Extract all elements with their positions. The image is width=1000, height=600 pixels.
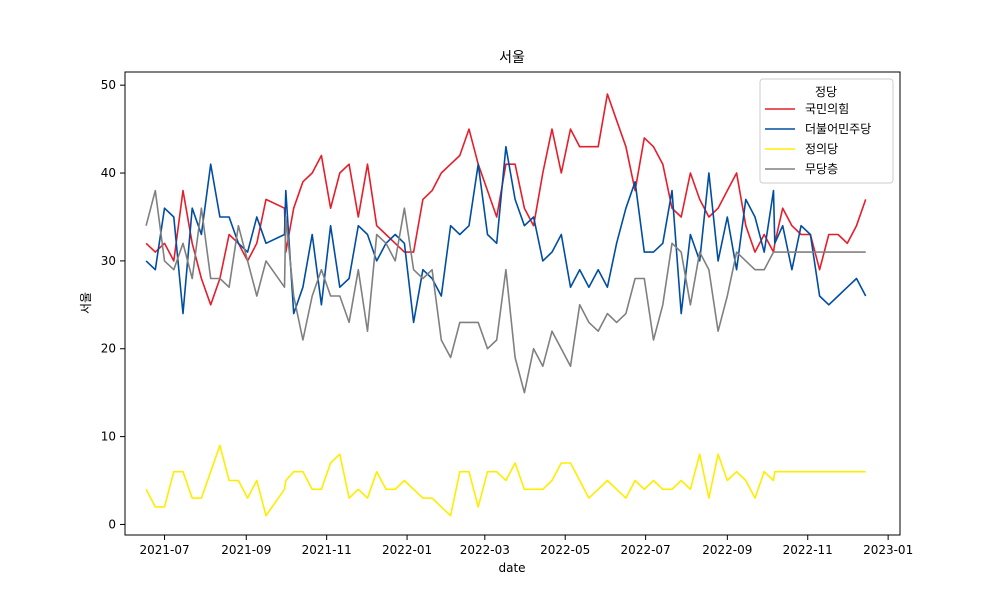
chart-title: 서울 xyxy=(499,50,525,66)
legend-title: 정당 xyxy=(815,85,837,99)
x-tick-label: 2022-03 xyxy=(460,543,510,557)
x-tick-label: 2021-07 xyxy=(139,543,189,557)
legend-box xyxy=(759,78,894,184)
y-tick-label: 0 xyxy=(108,517,116,531)
y-tick-label: 30 xyxy=(101,254,116,268)
y-axis: 0 10 20 30 40 50 xyxy=(101,78,125,531)
x-tick-label: 2021-11 xyxy=(302,543,352,557)
x-axis-label: date xyxy=(498,561,525,575)
series-line-3 xyxy=(145,444,866,517)
series-line-1 xyxy=(145,93,867,306)
x-tick-label: 2021-09 xyxy=(221,543,271,557)
y-tick-label: 40 xyxy=(101,166,116,180)
legend-label-1: 국민의힘 xyxy=(805,102,849,116)
plot-area: 2021-07 2021-09 2021-11 2022-01 2022-03 2022-… xyxy=(101,71,913,557)
series-layer xyxy=(145,93,867,517)
y-tick-label: 20 xyxy=(101,342,116,356)
y-tick-label: 10 xyxy=(101,430,116,444)
x-axis: 2021-07 2021-09 2021-11 2022-01 2022-03 2022-… xyxy=(139,535,913,557)
legend-label-2: 더불어민주당 xyxy=(805,122,871,136)
legend-label-4: 무당층 xyxy=(805,162,838,176)
series-line-2 xyxy=(145,145,867,324)
y-axis-label: 서울 xyxy=(79,292,93,314)
y-tick-label: 50 xyxy=(101,78,116,92)
x-tick-label: 2022-01 xyxy=(382,543,432,557)
plot-frame xyxy=(124,71,901,536)
x-tick-label: 2022-07 xyxy=(621,543,671,557)
x-tick-label: 2022-09 xyxy=(702,543,752,557)
x-tick-label: 2022-05 xyxy=(540,543,590,557)
x-tick-label: 2022-11 xyxy=(783,543,833,557)
x-tick-label: 2023-01 xyxy=(863,543,913,557)
legend-label-3: 정의당 xyxy=(805,142,838,156)
series-line-4 xyxy=(145,189,866,394)
